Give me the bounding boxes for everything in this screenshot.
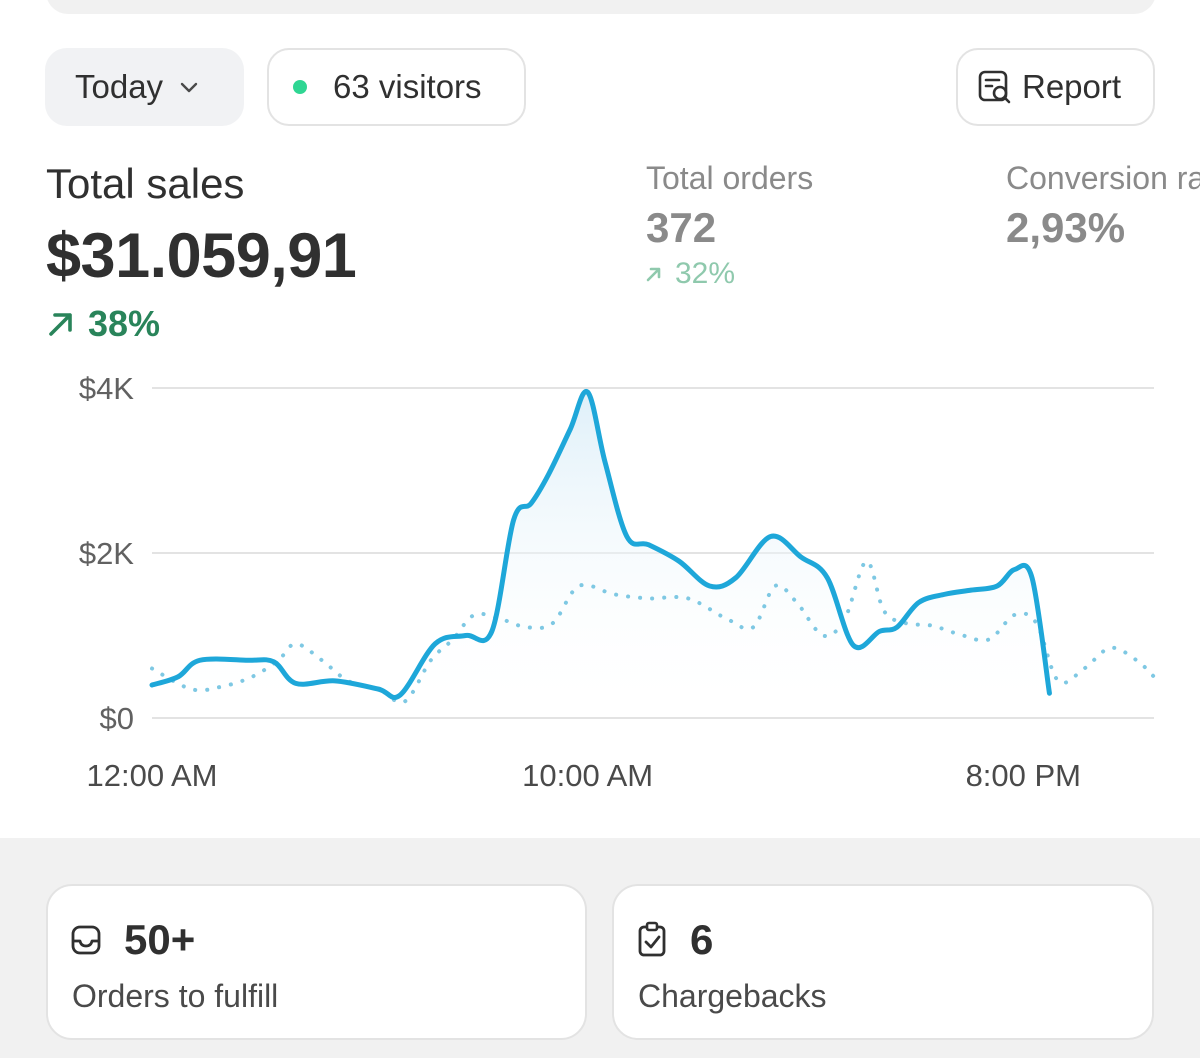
y-tick-label: $2K (79, 536, 134, 571)
arrow-up-right-icon (646, 267, 661, 282)
y-tick-label: $4K (79, 371, 134, 406)
total-orders-change-value: 32% (675, 257, 736, 290)
chargebacks-count: 6 (690, 916, 714, 963)
x-tick-label: 12:00 AM (87, 758, 218, 793)
total-orders-change: 32% (645, 257, 735, 291)
total-orders-label: Total orders (646, 160, 814, 196)
visitors-count: 63 visitors (333, 68, 482, 105)
report-icon (978, 70, 1011, 104)
chevron-down-icon (180, 82, 198, 93)
total-sales-change: 38% (46, 303, 160, 345)
report-button[interactable]: Report (956, 48, 1155, 126)
date-range-label: Today (75, 68, 164, 105)
orders-to-fulfill-label: Orders to fulfill (72, 978, 279, 1014)
clipboard-check-icon (638, 921, 666, 957)
live-visitors-button[interactable]: 63 visitors (267, 48, 526, 126)
summary-section: 50+ Orders to fulfill 6 Chargebacks (0, 838, 1200, 1058)
orders-to-fulfill-card[interactable]: 50+ Orders to fulfill (46, 884, 587, 1040)
arrow-up-right-icon (49, 313, 72, 336)
chart-line-today (149, 389, 1052, 700)
search-bar[interactable] (46, 0, 1156, 14)
date-range-selector[interactable]: Today (45, 48, 244, 126)
total-sales-change-value: 38% (88, 303, 161, 344)
conversion-metric: Conversion rate 2,93% (1006, 150, 1200, 270)
total-orders-value: 372 (646, 204, 717, 251)
chart-line-previous (150, 559, 1156, 705)
chargebacks-card[interactable]: 6 Chargebacks (612, 884, 1154, 1040)
y-tick-label: $0 (100, 701, 134, 736)
x-tick-label: 10:00 AM (522, 758, 653, 793)
total-sales-label: Total sales (46, 160, 245, 207)
inbox-icon (71, 925, 101, 955)
total-sales-value: $31.059,91 (46, 221, 357, 291)
conversion-label: Conversion rate (1006, 160, 1200, 196)
orders-to-fulfill-count: 50+ (124, 916, 196, 963)
chargebacks-label: Chargebacks (638, 978, 827, 1014)
x-tick-label: 8:00 PM (966, 758, 1081, 793)
sales-chart: $4K $2K $0 12:00 AM 10:00 AM 8:00 PM (79, 371, 1156, 793)
report-label: Report (1022, 68, 1122, 105)
conversion-value: 2,93% (1006, 204, 1126, 251)
live-status-dot (293, 80, 307, 94)
